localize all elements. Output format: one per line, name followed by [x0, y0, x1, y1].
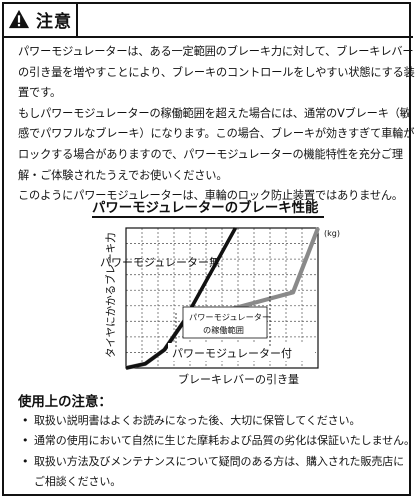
usage-item-text: 取扱い説明書はよくお読みになった後、大切に保管してください。 [34, 414, 361, 427]
usage-item: ご相談ください。 [22, 472, 121, 492]
series-line-without-modulator [125, 227, 238, 370]
chart-title-underline [92, 216, 324, 218]
series-label-without-modulator: パワーモジュレーター無 [100, 255, 220, 269]
annotation-line: の稼働範囲 [203, 325, 244, 335]
usage-item: • 取扱い方法及びメンテナンスについて疑問のある方は、購入された販売店に [22, 452, 404, 472]
chart-series [125, 227, 320, 371]
body-line: 置です。 [18, 86, 62, 100]
caution-frame [2, 2, 411, 496]
caution-title: 注意 [36, 11, 72, 32]
usage-item-text: 通常の使用において自然に生じた摩耗および品質の劣化は保証いたしません。 [34, 434, 415, 448]
plot-frame [125, 227, 319, 369]
body-line: 解・ご体験されたうえでお使いください。 [18, 168, 228, 182]
body-line: 感でパワフルなブレーキ）になります。この場合、ブレーキが効きすぎて車輪が [18, 127, 415, 141]
body-line: ロックする場合がありますので、パワーモジュレーターの機能特性を充分ご理 [18, 148, 403, 161]
bullet: • [22, 434, 29, 448]
body-line: パワーモジュレーターは、ある一定範囲のブレーキ力に対して、ブレーキレバー [18, 45, 414, 58]
chart-title: パワーモジュレーターのブレーキ性能 [92, 201, 319, 216]
series-label-bg [168, 343, 315, 361]
usage-item-text: 取扱い方法及びメンテナンスについて疑問のある方は、購入された販売店に [34, 454, 405, 468]
bullet: • [22, 454, 29, 468]
bullet: • [22, 414, 29, 427]
usage-item: • 通常の使用において自然に生じた摩耗および品質の劣化は保証いたしません。 [22, 431, 415, 451]
y-unit-label: (kg) [324, 229, 340, 238]
body-line: このようにパワーモジュレーターは、車輪のロック防止装置ではありません。 [18, 189, 403, 203]
annotation-box [182, 306, 268, 339]
y-axis-label: タイヤにかかるブレーキ力 [104, 232, 117, 358]
x-axis-label: ブレーキレバーの引き量 [178, 372, 299, 386]
warning-triangle-icon [8, 9, 30, 29]
annotation-line: パワーモジュレーター [189, 312, 270, 322]
usage-title: 使用上の注意： [18, 395, 112, 410]
usage-item-text: ご相談ください。 [34, 475, 122, 489]
body-line: の引き量を増やすことにより、ブレーキのコントロールをしやすい状態にする装 [18, 65, 415, 79]
caution-header: 注意 [4, 4, 94, 34]
header-divider [76, 2, 78, 36]
usage-item: • 取扱い説明書はよくお読みになった後、大切に保管してください。 [22, 411, 360, 431]
header-rule [2, 36, 413, 38]
body-line: もしパワーモジュレーターの稼働範囲を超えた場合には、通常のVブレーキ（敏 [18, 106, 411, 120]
series-label-with-modulator: パワーモジュレーター付 [172, 347, 292, 360]
